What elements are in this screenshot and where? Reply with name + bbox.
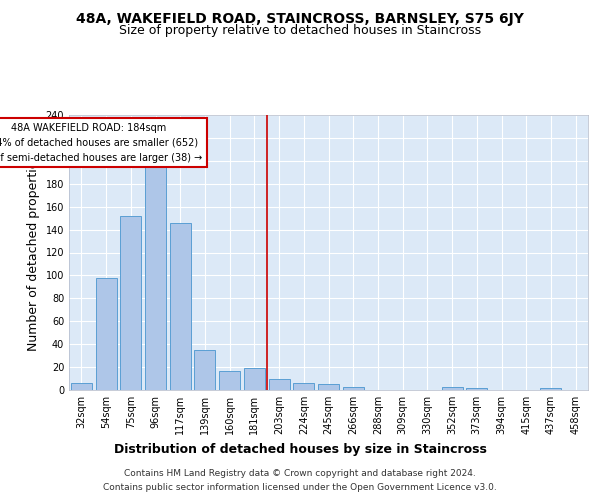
Y-axis label: Number of detached properties: Number of detached properties [27,154,40,351]
Bar [442,386,463,390]
Text: Distribution of detached houses by size in Staincross: Distribution of detached houses by size … [113,442,487,456]
Text: 48A WAKEFIELD ROAD: 184sqm
← 94% of detached houses are smaller (652)
5% of semi: 48A WAKEFIELD ROAD: 184sqm ← 94% of deta… [0,123,202,162]
Text: Size of property relative to detached houses in Staincross: Size of property relative to detached ho… [119,24,481,37]
Bar [269,378,290,390]
Text: 48A, WAKEFIELD ROAD, STAINCROSS, BARNSLEY, S75 6JY: 48A, WAKEFIELD ROAD, STAINCROSS, BARNSLE… [76,12,524,26]
Text: Contains HM Land Registry data © Crown copyright and database right 2024.: Contains HM Land Registry data © Crown c… [124,469,476,478]
Bar [466,388,487,390]
Bar [293,383,314,390]
Text: Contains public sector information licensed under the Open Government Licence v3: Contains public sector information licen… [103,482,497,492]
Bar [120,216,141,390]
Bar [244,368,265,390]
Bar [219,370,240,390]
Bar [145,161,166,390]
Bar [71,383,92,390]
Bar [95,278,116,390]
Bar [170,222,191,390]
Bar [343,386,364,390]
Bar [318,384,339,390]
Bar [194,350,215,390]
Bar [541,388,562,390]
